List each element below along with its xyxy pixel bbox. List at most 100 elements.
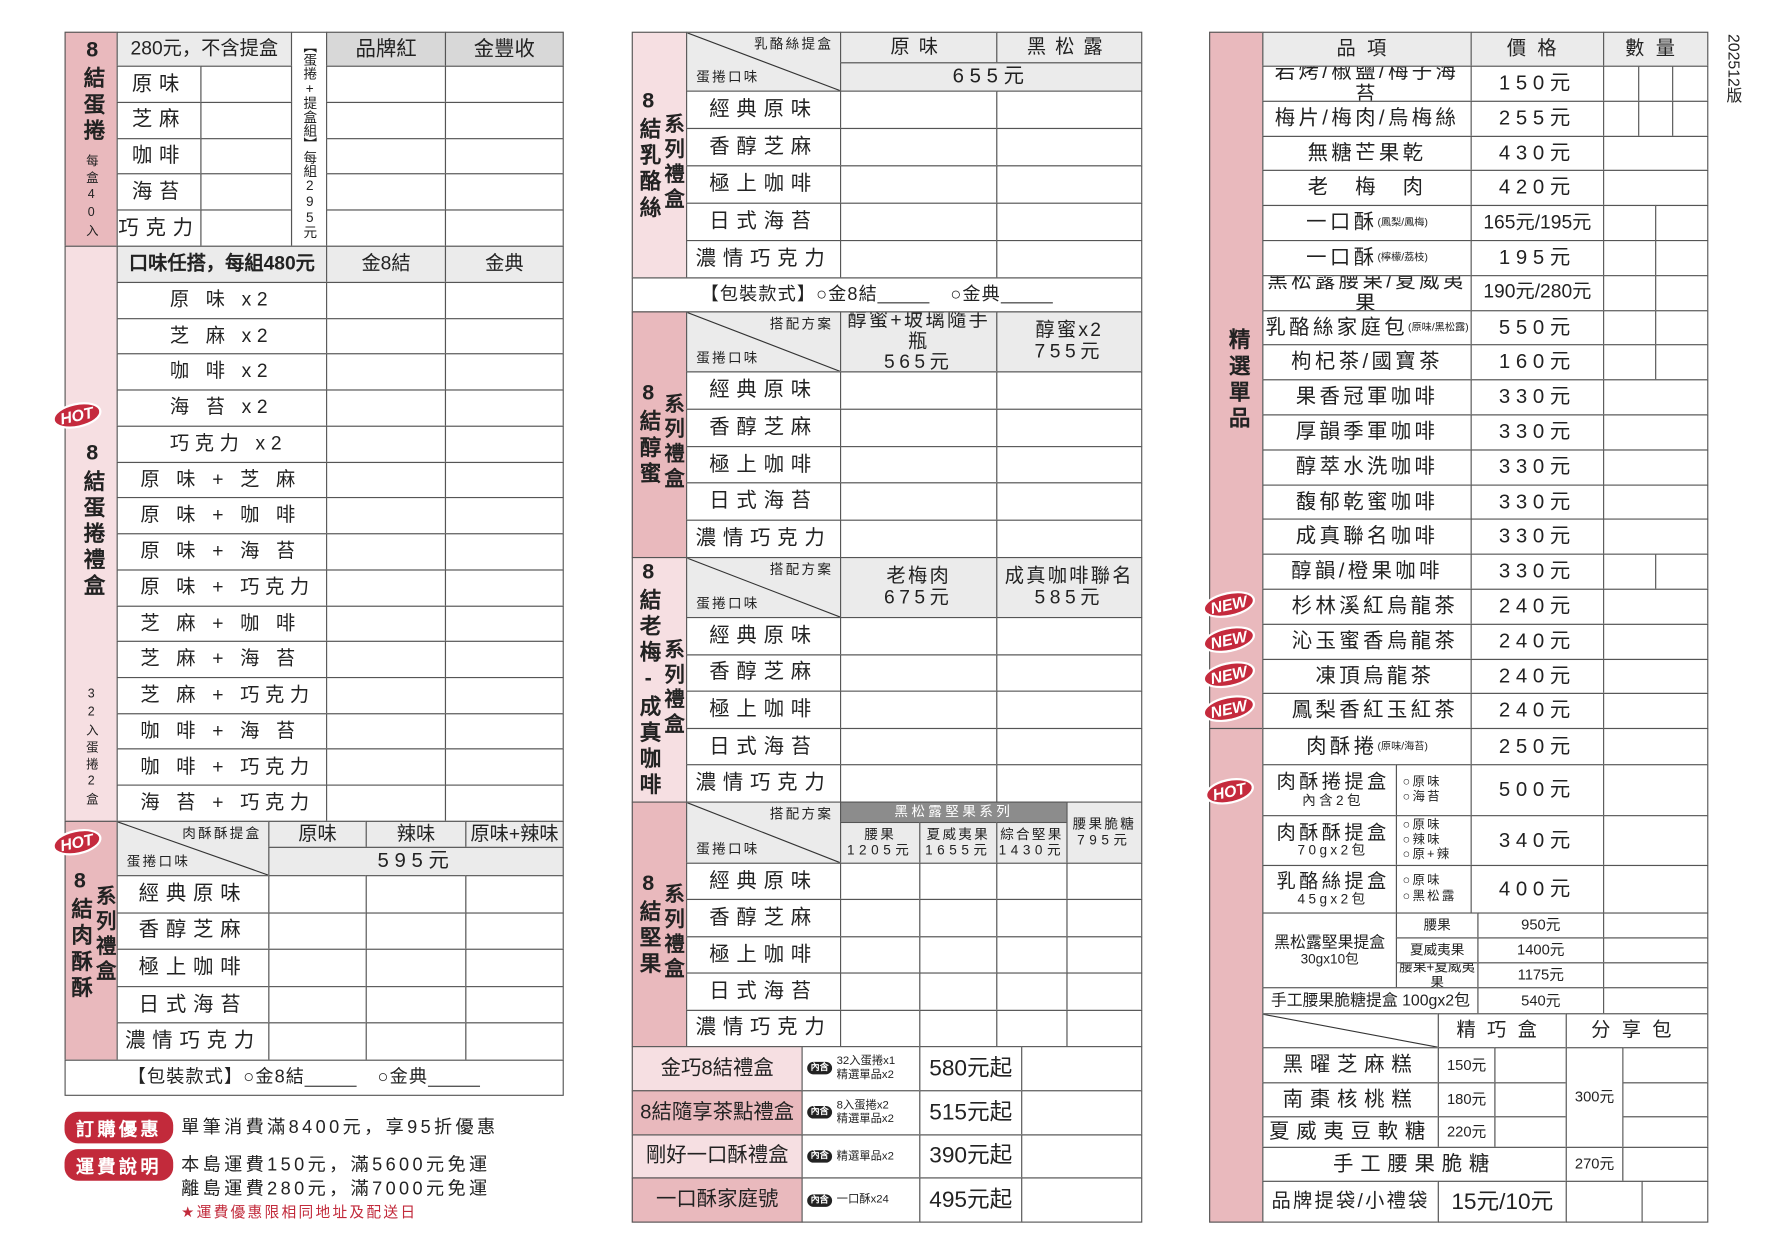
quantity-input[interactable]	[996, 616, 1143, 656]
quantity-input[interactable]	[996, 371, 1143, 410]
quantity-input[interactable]	[1603, 518, 1709, 555]
quantity-input[interactable]	[326, 712, 447, 750]
quantity-input[interactable]	[840, 899, 921, 938]
quantity-input[interactable]	[1641, 1180, 1709, 1223]
box-option-radio[interactable]: ○海苔	[1402, 790, 1442, 804]
quantity-input[interactable]	[326, 65, 447, 103]
quantity-input[interactable]	[365, 948, 467, 987]
quantity-input[interactable]	[444, 712, 564, 750]
quantity-input[interactable]	[840, 240, 998, 279]
quantity-input[interactable]	[840, 936, 921, 974]
quantity-input[interactable]	[1603, 864, 1709, 914]
quantity-input[interactable]	[444, 605, 564, 643]
quantity-input[interactable]	[465, 1022, 564, 1061]
quantity-input[interactable]	[996, 519, 1143, 559]
box-option-radio[interactable]: ○黑松露	[1402, 889, 1457, 903]
quantity-input[interactable]	[840, 727, 998, 766]
quantity-input[interactable]	[326, 533, 447, 571]
quantity-input[interactable]	[1603, 764, 1709, 817]
quantity-input[interactable]	[465, 985, 564, 1024]
quantity-input[interactable]	[444, 137, 564, 175]
box-option-radio[interactable]: ○原味	[1402, 874, 1442, 888]
quantity-input[interactable]	[996, 165, 1143, 204]
quantity-input[interactable]	[200, 209, 293, 247]
quantity-input[interactable]	[840, 1009, 921, 1048]
quantity-input[interactable]	[1603, 912, 1709, 939]
quantity-input[interactable]	[1622, 1082, 1709, 1118]
quantity-input[interactable]	[1603, 484, 1709, 521]
quantity-input[interactable]	[326, 173, 447, 211]
quantity-input[interactable]	[444, 748, 564, 786]
quantity-input[interactable]	[1603, 553, 1657, 590]
box-option-radio[interactable]: ○辣味	[1402, 833, 1442, 847]
quantity-input[interactable]	[444, 497, 564, 535]
quantity-input[interactable]	[200, 173, 293, 211]
quantity-input[interactable]	[326, 353, 447, 391]
quantity-input[interactable]	[1637, 65, 1674, 102]
quantity-input[interactable]	[200, 137, 293, 175]
packaging-option-gold8[interactable]: ○金8結	[243, 1067, 306, 1088]
quantity-input[interactable]	[268, 1022, 367, 1061]
quantity-input[interactable]	[326, 317, 447, 355]
quantity-input[interactable]	[465, 948, 564, 987]
quantity-input[interactable]	[1494, 1082, 1567, 1118]
quantity-input[interactable]	[1603, 623, 1709, 660]
quantity-input[interactable]	[1066, 972, 1143, 1011]
quantity-input[interactable]	[996, 408, 1143, 447]
quantity-input[interactable]	[1066, 936, 1143, 974]
quantity-input[interactable]	[840, 408, 998, 447]
quantity-input[interactable]	[365, 1022, 467, 1061]
quantity-input[interactable]	[1603, 379, 1709, 416]
quantity-input[interactable]	[1603, 344, 1657, 381]
box-options[interactable]: ○原味 ○海苔	[1395, 764, 1472, 817]
quantity-input[interactable]	[1603, 170, 1709, 207]
quantity-input[interactable]	[326, 641, 447, 679]
quantity-input[interactable]	[444, 281, 564, 319]
quantity-input[interactable]	[268, 912, 367, 951]
packaging-qty-blank[interactable]	[305, 1069, 358, 1087]
quantity-input[interactable]	[1655, 205, 1709, 242]
quantity-input[interactable]	[1603, 727, 1709, 766]
quantity-input[interactable]	[200, 65, 293, 103]
quantity-input[interactable]	[326, 425, 447, 463]
quantity-input[interactable]	[1494, 1116, 1567, 1148]
quantity-input[interactable]	[1603, 65, 1639, 102]
quantity-input[interactable]	[996, 653, 1143, 692]
quantity-input[interactable]	[326, 137, 447, 175]
quantity-input[interactable]	[1655, 274, 1709, 311]
quantity-input[interactable]	[996, 862, 1068, 901]
quantity-input[interactable]	[326, 748, 447, 786]
quantity-input[interactable]	[1603, 588, 1709, 625]
quantity-input[interactable]	[444, 173, 564, 211]
quantity-input[interactable]	[1622, 1116, 1709, 1148]
packaging-option-golden[interactable]: ○金典	[950, 284, 1001, 305]
quantity-input[interactable]	[840, 482, 998, 521]
quantity-input[interactable]	[996, 899, 1068, 938]
quantity-input[interactable]	[1603, 449, 1709, 486]
quantity-input[interactable]	[326, 497, 447, 535]
quantity-input[interactable]	[268, 875, 367, 914]
quantity-input[interactable]	[444, 65, 564, 103]
quantity-input[interactable]	[326, 784, 447, 822]
quantity-input[interactable]	[1603, 240, 1657, 277]
quantity-input[interactable]	[919, 1009, 998, 1048]
quantity-input[interactable]	[1494, 1047, 1567, 1084]
quantity-input[interactable]	[996, 240, 1143, 279]
quantity-input[interactable]	[1603, 100, 1639, 137]
quantity-input[interactable]	[1655, 553, 1709, 590]
quantity-input[interactable]	[996, 202, 1143, 242]
quantity-input[interactable]	[1655, 309, 1709, 346]
quantity-input[interactable]	[840, 653, 998, 692]
quantity-input[interactable]	[919, 899, 998, 938]
quantity-input[interactable]	[444, 425, 564, 463]
quantity-input[interactable]	[919, 862, 998, 901]
quantity-input[interactable]	[365, 985, 467, 1024]
quantity-input[interactable]	[996, 936, 1068, 974]
quantity-input[interactable]	[326, 569, 447, 607]
quantity-input[interactable]	[1066, 862, 1143, 901]
quantity-input[interactable]	[996, 482, 1143, 521]
quantity-input[interactable]	[840, 202, 998, 242]
quantity-input[interactable]	[996, 972, 1068, 1011]
quantity-input[interactable]	[840, 972, 921, 1011]
quantity-input[interactable]	[444, 569, 564, 607]
